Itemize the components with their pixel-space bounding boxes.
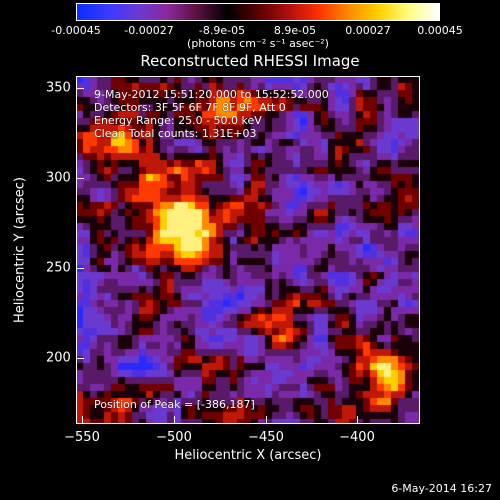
colorbar-tick-label: 0.00045 [417,24,463,37]
x-tick-mark [266,416,267,424]
annotation-detectors: Detectors: 3F 5F 6F 7F 8F 9F, Att 0 [94,101,286,114]
y-tick-label: 300 [46,170,71,186]
y-axis-label: Heliocentric Y (arcsec) [12,177,28,323]
x-tick-label: −550 [64,430,100,445]
colorbar-gradient [76,3,440,21]
colorbar-tick-label: -8.9e-05 [198,24,246,37]
footer-date: 6-May-2014 16:27 [391,482,492,495]
colorbar [76,3,440,21]
x-tick-mark [357,416,358,424]
y-tick-mark [76,178,84,179]
colorbar-tick-label: 0.00027 [345,24,391,37]
colorbar-units: (photons cm⁻² s⁻¹ asec⁻²) [187,37,329,50]
annotation-energy-range: Energy Range: 25.0 - 50.0 keV [94,114,262,127]
y-tick-mark [76,88,84,89]
plot-title: Reconstructed RHESSI Image [140,52,360,70]
annotation-method: Clean Total counts: 1.31E+03 [94,127,257,140]
y-tick-mark [76,358,84,359]
x-tick-label: −450 [248,430,284,445]
rhessi-image-map [76,76,420,424]
colorbar-tick-label: 8.9e-05 [273,24,317,37]
x-axis-label: Heliocentric X (arcsec) [174,448,322,463]
annotation-time-range: 9-May-2012 15:51:20.000 to 15:52:52.000 [94,88,329,101]
y-tick-label: 250 [46,260,71,276]
colorbar-tick-label: -0.00027 [124,24,174,37]
x-tick-label: −400 [339,430,375,445]
x-tick-label: −500 [156,430,192,445]
colorbar-tick-label: -0.00045 [51,24,101,37]
y-tick-label: 200 [46,350,71,366]
solar-image-plot [76,76,420,424]
x-tick-mark [174,416,175,424]
annotation-peak-position: Position of Peak = [-386,187] [94,398,255,411]
y-tick-label: 350 [46,80,71,96]
x-tick-mark [82,416,83,424]
y-tick-mark [76,268,84,269]
